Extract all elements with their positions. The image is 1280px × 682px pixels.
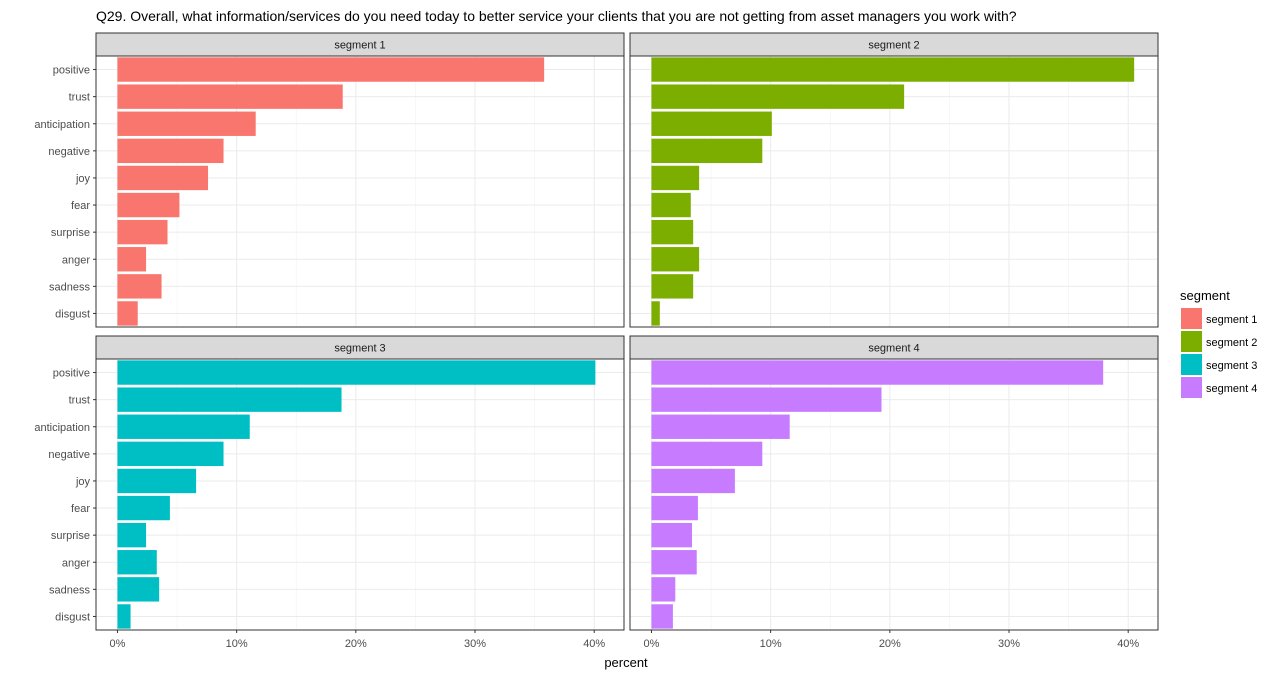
bar-segment-1-surprise [117, 219, 168, 245]
y-tick-label: positive [53, 65, 90, 77]
bar-segment-1-sadness [117, 274, 162, 299]
legend-title: segment [1180, 288, 1230, 303]
y-tick-label: trust [69, 395, 90, 407]
y-tick-label: anger [62, 557, 90, 569]
bar-segment-3-sadness [117, 577, 160, 602]
bar-segment-1-anticipation [117, 111, 256, 136]
bar-segment-4-negative [651, 441, 763, 467]
legend-swatch-segment-4 [1181, 377, 1202, 398]
bar-segment-3-positive [117, 360, 596, 385]
bar-segment-4-sadness [651, 577, 676, 602]
panel-strip-label-segment-3: segment 3 [334, 343, 385, 355]
bar-segment-4-disgust [651, 604, 673, 629]
panel-border-segment-2 [629, 55, 1159, 328]
y-tick-label: anticipation [34, 119, 90, 131]
bar-segment-2-surprise [651, 219, 694, 245]
y-tick-label: disgust [55, 611, 90, 623]
y-tick-label: negative [48, 449, 90, 461]
panel-segment-4: segment 4 [629, 335, 1159, 631]
legend: segment segment 1 segment 2 segment 3 segmen… [1180, 288, 1257, 398]
x-tick-label: 0% [644, 638, 660, 650]
bar-segment-4-surprise [651, 522, 692, 548]
chart-title: Q29. Overall, what information/services … [96, 8, 1017, 24]
legend-label-segment-2: segment 2 [1206, 337, 1257, 349]
bar-segment-3-fear [117, 495, 170, 521]
facet-panels: segment 1 positive trust anticipation negati… [34, 32, 1159, 631]
panel-strip-label-segment-4: segment 4 [868, 343, 919, 355]
y-tick-label: sadness [49, 281, 90, 293]
legend-label-segment-1: segment 1 [1206, 314, 1257, 326]
bar-segment-2-anticipation [651, 111, 772, 136]
bar-segment-2-fear [651, 192, 691, 218]
bar-segment-1-negative [117, 138, 224, 164]
y-tick-label: joy [75, 476, 91, 488]
bar-segment-1-positive [117, 57, 545, 82]
panel-segment-3: segment 3 positive trust anticipation negati… [34, 335, 625, 631]
y-tick-label: anger [62, 254, 90, 266]
bar-segment-4-trust [651, 387, 882, 412]
bar-segment-2-negative [651, 138, 763, 164]
y-tick-label: surprise [51, 530, 90, 542]
legend-swatch-segment-1 [1181, 308, 1202, 329]
panel-strip-label-segment-1: segment 1 [334, 40, 385, 52]
bar-segment-2-joy [651, 165, 700, 191]
bar-segment-3-anger [117, 550, 157, 575]
legend-swatch-segment-3 [1181, 354, 1202, 375]
bar-segment-4-fear [651, 495, 698, 521]
y-tick-label: anticipation [34, 422, 90, 434]
bar-segment-2-sadness [651, 274, 694, 299]
x-tick-label: 20% [345, 638, 367, 650]
x-tick-label: 20% [879, 638, 901, 650]
y-tick-label: sadness [49, 584, 90, 596]
bar-segment-1-joy [117, 165, 209, 191]
bar-segment-1-disgust [117, 301, 138, 326]
bar-segment-4-joy [651, 468, 735, 494]
bar-segment-3-trust [117, 387, 342, 412]
bar-segment-2-disgust [651, 301, 660, 326]
bar-segment-3-surprise [117, 522, 147, 548]
y-tick-label: disgust [55, 308, 90, 320]
y-tick-label: positive [53, 368, 90, 380]
bar-segment-1-anger [117, 247, 147, 272]
panel-border-segment-3 [95, 358, 625, 631]
bar-segment-2-anger [651, 247, 700, 272]
bar-segment-3-negative [117, 441, 224, 467]
x-tick-label: 40% [583, 638, 605, 650]
y-tick-label: fear [71, 200, 90, 212]
bar-segment-3-anticipation [117, 414, 250, 439]
x-tick-label: 30% [464, 638, 486, 650]
bar-segment-1-fear [117, 192, 180, 218]
x-axis-title: percent [604, 655, 648, 670]
bar-segment-3-disgust [117, 604, 131, 629]
bar-segment-2-positive [651, 57, 1135, 82]
legend-swatch-segment-2 [1181, 331, 1202, 352]
x-tick-label: 10% [760, 638, 782, 650]
panel-border-segment-4 [629, 358, 1159, 631]
x-tick-label: 30% [998, 638, 1020, 650]
panel-segment-2: segment 2 [629, 32, 1159, 328]
panel-border-segment-1 [95, 55, 625, 328]
x-tick-label: 0% [110, 638, 126, 650]
bar-segment-4-anger [651, 550, 697, 575]
y-tick-label: joy [75, 173, 91, 185]
panel-segment-1: segment 1 positive trust anticipation negati… [34, 32, 625, 328]
y-tick-label: fear [71, 503, 90, 515]
bar-segment-3-joy [117, 468, 197, 494]
bar-segment-4-anticipation [651, 414, 790, 439]
legend-label-segment-4: segment 4 [1206, 383, 1257, 395]
x-tick-label: 10% [226, 638, 248, 650]
panel-strip-label-segment-2: segment 2 [868, 40, 919, 52]
bar-segment-1-trust [117, 84, 343, 109]
y-tick-label: trust [69, 92, 90, 104]
bar-segment-4-positive [651, 360, 1104, 385]
y-tick-label: negative [48, 146, 90, 158]
legend-label-segment-3: segment 3 [1206, 360, 1257, 372]
bar-segment-2-trust [651, 84, 905, 109]
x-tick-label: 40% [1117, 638, 1139, 650]
y-tick-label: surprise [51, 227, 90, 239]
x-axes: 0% 10% 20% 30% 40% 0% 10% 20% 30% 40% [110, 630, 1139, 650]
